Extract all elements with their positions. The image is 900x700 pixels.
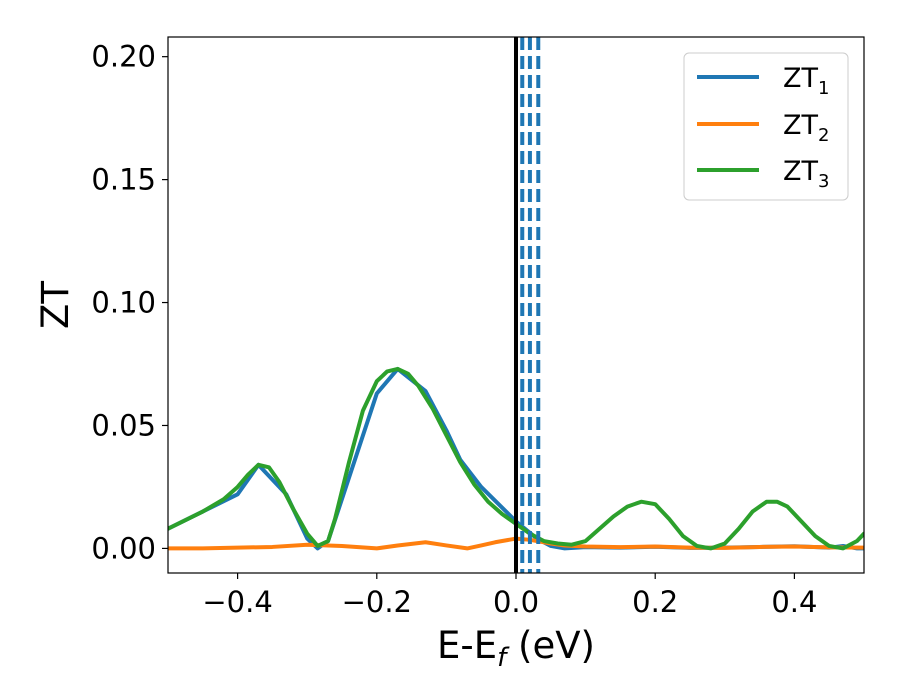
y-tick-label: 0.20 [91,40,156,74]
legend: ZT1 ZT2 ZT3 [683,52,849,201]
x-tick-label: −0.2 [342,585,412,619]
y-tick-label: 0.00 [91,531,156,565]
legend-label-zt3: ZT3 [783,156,829,192]
x-tick-label: 0.2 [632,585,678,619]
x-tick-label: 0.0 [493,585,539,619]
y-tick-label: 0.05 [91,408,156,442]
legend-label-zt1: ZT1 [783,63,829,99]
y-tick-label: 0.15 [91,163,156,197]
legend-label-zt2: ZT2 [783,110,829,146]
y-tick-label: 0.10 [91,286,156,320]
x-tick-label: 0.4 [771,585,817,619]
x-tick-label: −0.4 [202,585,272,619]
series-line-zt2 [168,536,864,551]
y-axis-label: ZT [34,281,77,329]
legend-box [683,52,849,201]
x-axis-label: E-Ef (eV) [437,624,595,673]
